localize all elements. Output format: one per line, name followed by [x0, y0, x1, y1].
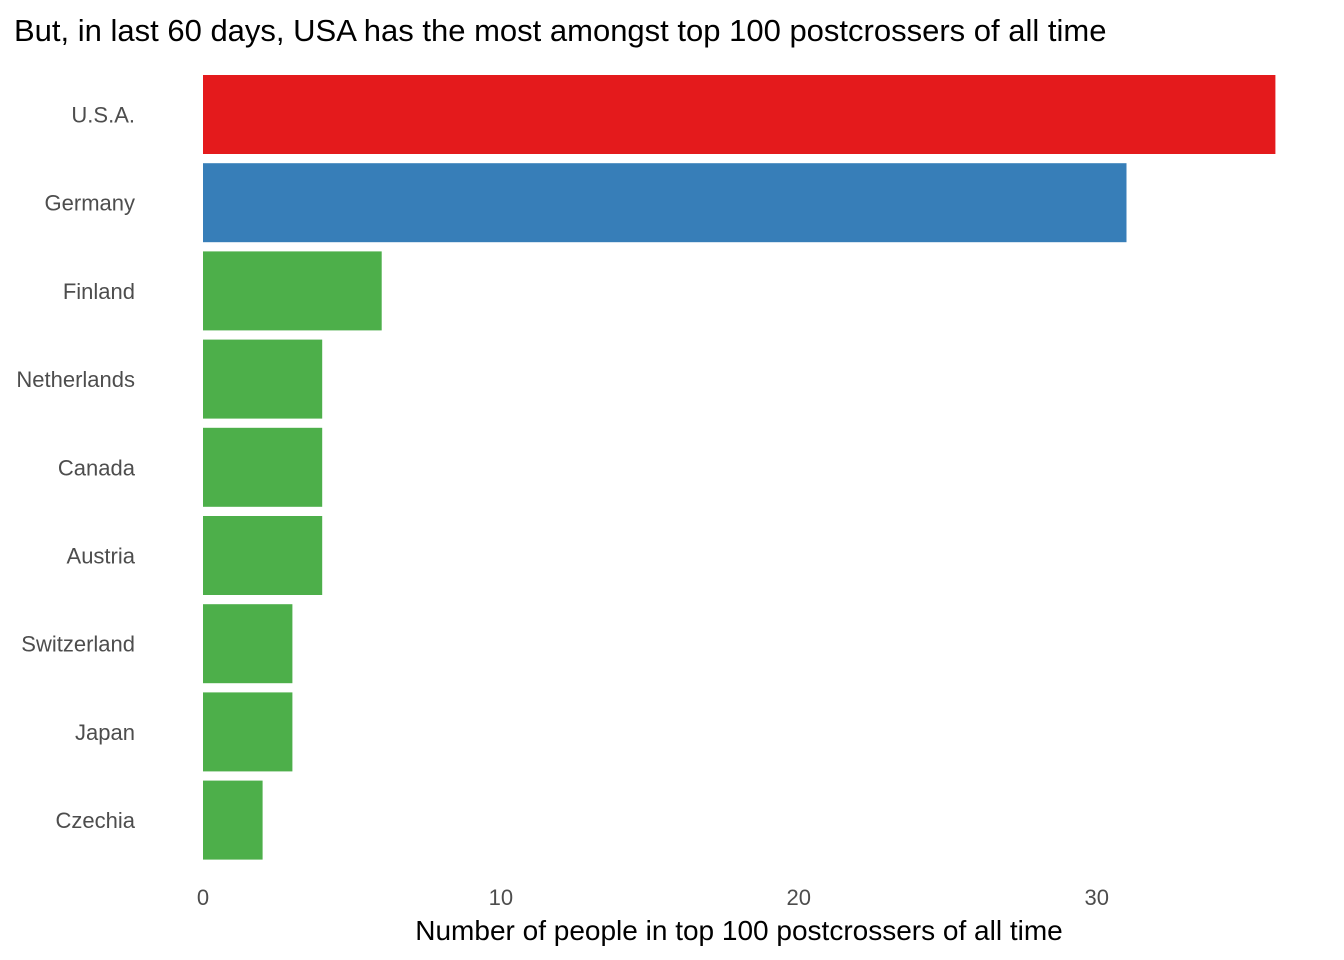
bar-netherlands: [203, 339, 323, 419]
category-labels: U.S.A. Germany Finland Netherlands Canada Aus…: [16, 103, 135, 834]
bars: [203, 75, 1276, 860]
bar-finland: [203, 251, 382, 331]
x-tick-label: 20: [787, 885, 811, 910]
category-label: Austria: [67, 544, 136, 569]
bar-germany: [203, 163, 1127, 243]
category-label: Japan: [75, 720, 135, 745]
bar-japan: [203, 692, 293, 772]
category-label: Netherlands: [16, 367, 135, 392]
bar-austria: [203, 516, 323, 595]
bar-czechia: [203, 780, 263, 860]
x-tick-label: 10: [489, 885, 513, 910]
x-tick-label: 30: [1084, 885, 1108, 910]
category-label: Switzerland: [21, 632, 135, 657]
bar-u-s-a: [203, 75, 1276, 154]
category-label: Czechia: [56, 808, 136, 833]
category-label: Finland: [63, 279, 135, 304]
category-label: U.S.A.: [71, 103, 135, 128]
x-axis-title: Number of people in top 100 postcrossers…: [415, 915, 1062, 946]
category-label: Germany: [45, 191, 135, 216]
bar-canada: [203, 427, 323, 507]
chart-title: But, in last 60 days, USA has the most a…: [14, 13, 1106, 48]
category-label: Canada: [58, 455, 136, 480]
x-tick-label: 0: [197, 885, 209, 910]
x-axis-ticks: 0 10 20 30: [197, 885, 1109, 910]
bar-switzerland: [203, 604, 293, 684]
